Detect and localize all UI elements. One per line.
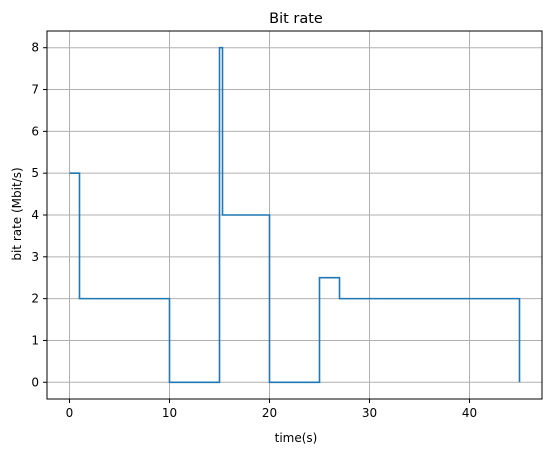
y-tick-label: 0 [31,375,39,389]
y-tick-label: 2 [31,292,39,306]
y-tick-label: 6 [31,124,39,138]
series-layer [69,46,521,384]
chart-title: Bit rate [269,11,323,27]
y-tick-label: 1 [31,333,39,347]
y-tick-label: 5 [31,166,39,180]
y-axis-label: bit rate (Mbit/s) [10,167,24,260]
grid-lines [47,31,542,399]
y-tick-label: 4 [31,208,39,222]
x-axis-ticks: 0 10 20 30 40 [66,399,477,420]
y-tick-label: 7 [31,83,39,97]
x-tick-label: 30 [362,406,377,420]
y-tick-label: 3 [31,250,39,264]
x-axis-label: time(s) [275,431,318,445]
x-tick-label: 40 [462,406,477,420]
y-tick-label: 8 [31,41,39,55]
series-line-0 [69,46,521,384]
y-axis-ticks: 0 1 2 3 4 5 6 7 8 [31,41,47,389]
x-tick-label: 0 [66,406,74,420]
x-tick-label: 20 [262,406,277,420]
x-tick-label: 10 [162,406,177,420]
